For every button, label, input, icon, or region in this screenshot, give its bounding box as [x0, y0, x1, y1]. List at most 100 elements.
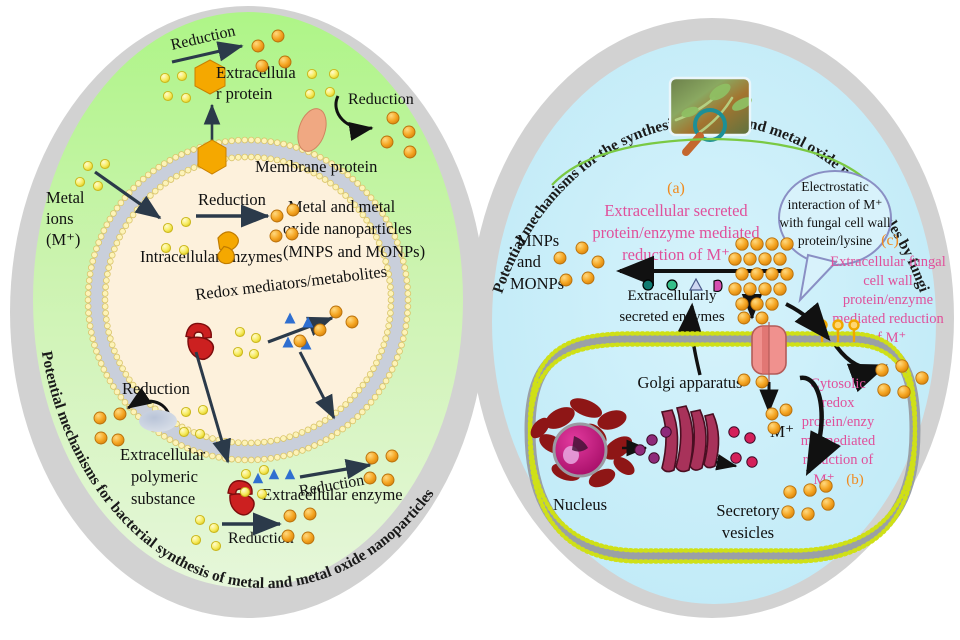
metal-ion — [159, 72, 171, 84]
metal-ions-label-1: Metal — [46, 188, 85, 207]
mechanism-a-line1: Extracellular secreted — [604, 201, 748, 220]
nanoparticle — [783, 485, 797, 499]
nanoparticle — [271, 29, 285, 43]
metal-ion — [250, 332, 262, 344]
bacteria-panel: Potential mechanisms for bacterial synth… — [10, 6, 486, 618]
golgi-icon — [660, 405, 720, 473]
callout-line4: protein/lysine — [798, 233, 872, 248]
nucleus-group: Nucleus — [530, 398, 648, 514]
redox-mediator — [268, 468, 280, 480]
secretory-vesicle — [648, 452, 660, 464]
metal-ions-label-3: (M⁺) — [46, 230, 80, 249]
nanoparticle — [767, 421, 781, 435]
nanoparticle — [758, 282, 772, 296]
secretory-vesicle — [660, 426, 672, 438]
bacteria-extracellular-enzyme-group: Extracellular enzyme Reduction — [222, 480, 403, 547]
fungi-mechanism-a: (a) Extracellular secreted protein/enzym… — [592, 180, 790, 287]
nanoparticle — [801, 507, 815, 521]
metal-ion — [180, 406, 192, 418]
nanoparticle — [381, 473, 395, 487]
nanoparticle — [94, 431, 108, 445]
metal-ion — [240, 468, 252, 480]
metal-ions-label-2: ions — [46, 209, 74, 228]
bacteria-eps-group: Reduction Extracellular polymeric substa… — [120, 379, 206, 508]
nanoparticle — [737, 311, 751, 325]
secreted-enzymes-line1: Extracellularly — [627, 288, 717, 304]
nanoparticle — [765, 297, 779, 311]
metal-ion — [162, 222, 174, 234]
mechanism-c-line1: Extracellular fungal — [830, 254, 946, 270]
nanoparticle — [779, 403, 793, 417]
metal-ion — [178, 244, 190, 256]
nanoparticle — [877, 383, 891, 397]
intracellular-enzymes-label: Intracellular enzymes — [140, 247, 282, 266]
metal-ion — [239, 486, 251, 498]
callout-line1: Electrostatic — [801, 179, 868, 194]
mechanism-b-line1: Cytosolic — [810, 376, 866, 392]
nanoparticle — [385, 449, 399, 463]
secretory-vesicle — [634, 444, 646, 456]
nanoparticle — [111, 433, 125, 447]
nanoparticle — [737, 373, 751, 387]
nanoparticle — [363, 471, 377, 485]
extracellular-enzyme-label: Extracellular enzyme — [262, 485, 403, 504]
metal-ion — [82, 160, 94, 172]
metal-ion — [306, 68, 318, 80]
redox-mediator — [300, 338, 312, 350]
nanoparticle — [735, 267, 749, 281]
nanoparticle — [386, 111, 400, 125]
redox-mediator — [302, 316, 314, 328]
fungi-panel: Potential mechanisms for the synthesis o… — [470, 18, 954, 618]
fungal-hyphae-photo — [668, 76, 752, 137]
eps-label-2: polymeric — [131, 467, 198, 486]
nanoparticle — [803, 483, 817, 497]
nanoparticle — [781, 505, 795, 519]
bacteria-top-reduction-group: Reduction Extracellula r protein — [169, 23, 296, 175]
nanoparticle — [402, 125, 416, 139]
mechanism-b-line4: me mediated — [801, 433, 876, 449]
nanoparticles-label-2: oxide nanoparticles — [283, 219, 412, 238]
mechanism-c-tag: (c) — [881, 232, 899, 249]
nanoparticle — [285, 227, 299, 241]
nanoparticle — [735, 237, 749, 251]
nanoparticle — [897, 385, 911, 399]
nucleus-label: Nucleus — [553, 495, 607, 514]
nanoparticle — [283, 509, 297, 523]
nanoparticle — [915, 371, 929, 385]
metal-ion — [208, 522, 220, 534]
nanoparticle — [329, 305, 343, 319]
nanoparticle — [380, 135, 394, 149]
nanoparticle — [303, 507, 317, 521]
fungi-wall-binding-arrow — [785, 302, 831, 342]
mechanism-a-line3: reduction of M⁺ — [622, 245, 730, 264]
metal-ion — [256, 488, 268, 500]
secretory-vesicle — [746, 456, 758, 468]
nanoparticle — [780, 237, 794, 251]
nanoparticle — [773, 252, 787, 266]
metal-ion — [190, 534, 202, 546]
metal-ion — [160, 242, 172, 254]
metal-ion — [162, 90, 174, 102]
metal-ion — [194, 428, 206, 440]
extracellular-protein-label-line1: Extracellula — [216, 63, 296, 82]
secretory-vesicle — [646, 434, 658, 446]
nanoparticle — [281, 529, 295, 543]
mnps-label-1: MNPs — [517, 231, 559, 250]
fungi-mechanism-c: (c) Extracellular fungal cell wall prote… — [830, 232, 946, 393]
secretory-vesicle — [744, 432, 756, 444]
metal-ion — [92, 180, 104, 192]
nanoparticle — [293, 334, 307, 348]
nanoparticle — [286, 203, 300, 217]
fungi-mnps-group: MNPs and MONPs — [510, 231, 564, 293]
redox-mediator — [282, 336, 294, 348]
nanoparticle — [821, 497, 835, 511]
nanoparticle — [728, 252, 742, 266]
mechanism-a-tag: (a) — [667, 180, 685, 197]
nanoparticle — [765, 407, 779, 421]
extracellular-protein-icon-inner — [197, 139, 227, 175]
redox-mediator — [284, 468, 296, 480]
metal-ion — [232, 346, 244, 358]
metal-ion — [178, 426, 190, 438]
extracellular-protein-label-line2: r protein — [216, 84, 272, 103]
